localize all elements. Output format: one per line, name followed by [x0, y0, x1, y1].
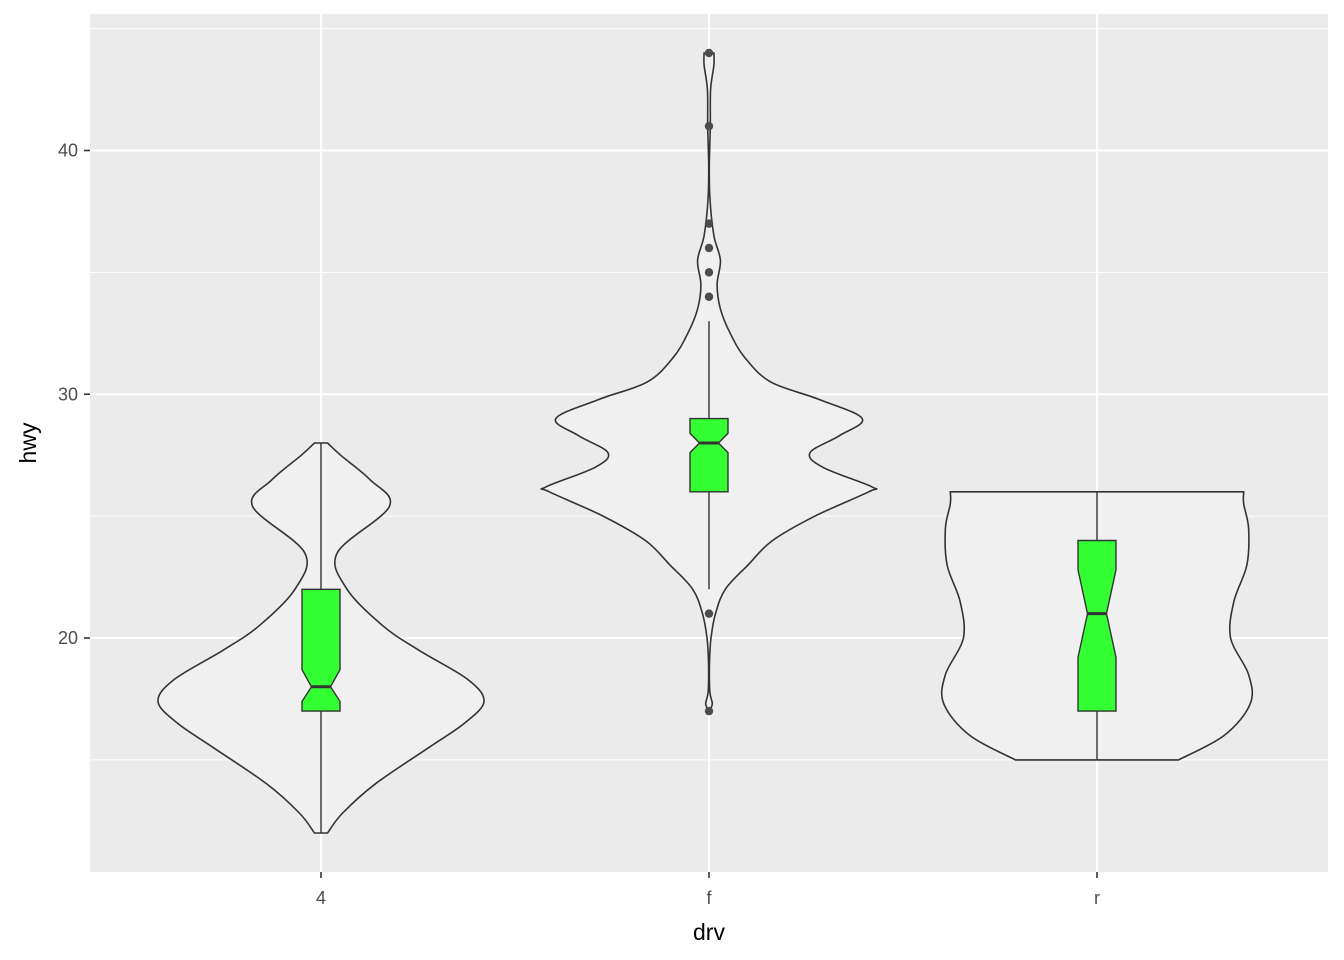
x-tick-label: f: [706, 888, 712, 908]
outlier-point: [704, 121, 714, 131]
outlier-point: [704, 219, 714, 228]
outlier-point: [704, 48, 714, 58]
x-axis-title: drv: [693, 919, 725, 945]
y-tick-label: 20: [58, 628, 78, 648]
axes: 20 30 40 4 f r: [58, 141, 1100, 909]
x-tick-label: r: [1094, 888, 1100, 908]
box-r: [1077, 539, 1117, 712]
outlier-point: [704, 609, 714, 618]
outlier-point: [704, 706, 714, 716]
outlier-point: [704, 243, 714, 253]
y-tick-label: 40: [58, 141, 78, 161]
y-axis-title: hwy: [15, 422, 41, 463]
boxplots: [301, 48, 1117, 833]
x-tick-label: 4: [316, 888, 326, 908]
outlier-point: [704, 292, 714, 301]
y-tick-label: 30: [58, 384, 78, 404]
outlier-point: [704, 268, 714, 277]
box-4: [301, 588, 341, 712]
box-f: [689, 417, 729, 493]
